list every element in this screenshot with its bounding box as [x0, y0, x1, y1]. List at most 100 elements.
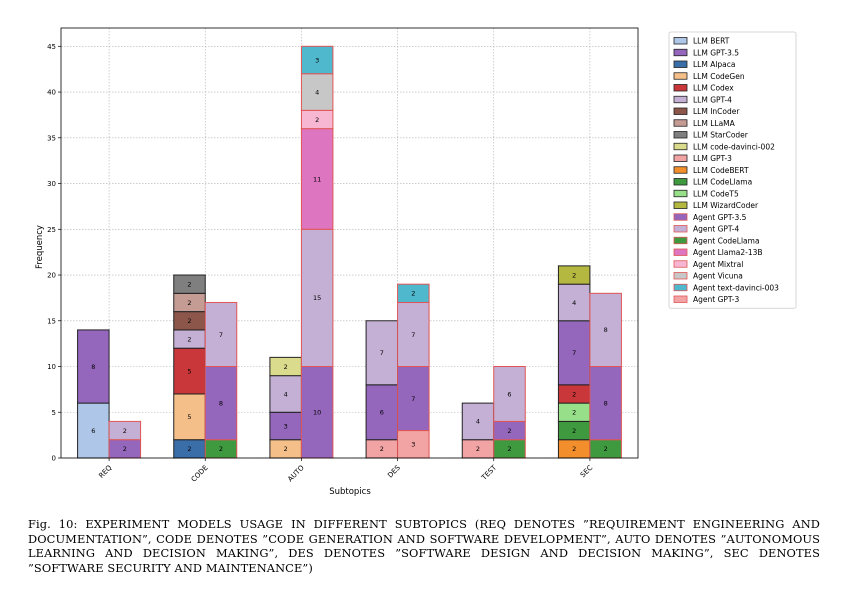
y-axis-label: Frequency	[35, 225, 45, 269]
legend-swatch	[673, 260, 688, 268]
bar-segment-label: 2	[187, 299, 191, 307]
y-tick-label: 10	[47, 363, 56, 371]
bar-segment-label: 15	[313, 294, 321, 302]
legend-swatch	[673, 107, 688, 115]
bar-segment-label: 6	[380, 409, 384, 417]
x-tick-label: DES	[386, 463, 402, 479]
bar-segment-label: 7	[572, 349, 576, 357]
figure-caption: Fig. 10: EXPERIMENT MODELS USAGE IN DIFF…	[28, 517, 820, 575]
legend-entry: Agent text-davinci-003	[693, 283, 779, 292]
stacked-bar-chart: 6825522222342267242222742222871015112433…	[35, 27, 797, 497]
bar-segment	[589, 292, 622, 368]
bar-segment-label: 2	[123, 427, 127, 435]
bar-segment-label: 2	[572, 409, 576, 417]
legend-swatch	[673, 142, 688, 151]
bar-segment	[269, 375, 302, 413]
y-tick-label: 40	[47, 89, 56, 97]
bars: 6 8 2 5 5 2 2 2 2 2 3 4 2 2 6 7 2 4 2 2 2 2 7 4 2 2 2 2 8 7 10 15 11 2 4 3 3…	[77, 45, 622, 459]
bar-segment-label: 2	[187, 445, 191, 453]
legend: LLM BERT LLM GPT-3.5 LLM Alpaca LLM CodeGen…	[668, 31, 797, 309]
bar-segment-label: 2	[380, 445, 384, 453]
plot-frame	[60, 27, 639, 459]
legend-swatch	[673, 131, 688, 139]
bar-segment	[397, 366, 430, 432]
y-tick-label: 5	[52, 409, 56, 417]
bar-segment-label: 10	[313, 409, 321, 417]
axes	[60, 27, 639, 459]
legend-swatch	[673, 72, 688, 80]
legend-entry: LLM GPT-3.5	[693, 48, 739, 57]
bar-segment-label: 2	[476, 445, 480, 453]
x-tick-label: TEST	[479, 463, 498, 482]
bar-segment-label: 2	[411, 290, 415, 298]
legend-swatch	[673, 283, 688, 292]
bar-segment-label: 5	[187, 413, 191, 421]
bar-segment-label: 3	[411, 441, 415, 449]
bar-segment	[173, 393, 206, 441]
legend-swatch	[673, 37, 688, 45]
legend-entry: LLM GPT-3	[693, 154, 732, 163]
bar-segment-label: 7	[411, 331, 415, 339]
legend-swatch	[673, 48, 688, 57]
bar-segment	[589, 366, 622, 441]
legend-swatch	[673, 166, 688, 174]
bar-segment-label: 2	[284, 363, 288, 371]
legend-entry: LLM code-davinci-002	[693, 142, 775, 151]
legend-entry: LLM Alpaca	[693, 60, 736, 69]
legend-swatch	[673, 154, 688, 162]
bar-segment-label: 6	[507, 390, 511, 398]
legend-entry: Agent Vicuna	[693, 272, 743, 281]
bar-segment-label: 2	[187, 317, 191, 325]
bar-segment-label: 4	[284, 390, 288, 398]
x-tick-label: REQ	[97, 463, 113, 479]
y-tick-label: 45	[47, 43, 56, 51]
bar-segment-label: 6	[91, 427, 95, 435]
bar-segment	[557, 265, 591, 285]
bar-segment	[173, 347, 206, 395]
bar-segment-label: 3	[284, 422, 288, 430]
grid-lines	[61, 28, 638, 459]
legend-entry: LLM BERT	[693, 37, 730, 46]
legend-swatch	[673, 60, 688, 68]
legend-entry: LLM WizardCoder	[693, 201, 759, 210]
bar-segment	[77, 402, 110, 459]
bar-segment-label: 4	[572, 299, 576, 307]
legend-entry: LLM CodeT5	[693, 189, 739, 198]
bar-segment-label: 7	[380, 349, 384, 357]
bar-segment-label: 8	[604, 399, 608, 407]
bar-segment-label: 3	[315, 56, 319, 64]
bar-segment	[461, 402, 495, 441]
legend-swatch	[673, 178, 688, 186]
x-tick-label: AUTO	[286, 463, 306, 483]
x-axis-label: Subtopics	[329, 487, 371, 497]
legend-entry: Agent Llama2-13B	[693, 248, 763, 257]
x-tick-label: SEC	[579, 464, 594, 479]
legend-swatch	[673, 295, 688, 303]
legend-entry: Agent GPT-3.5	[693, 213, 747, 222]
legend-entry: LLM Codex	[693, 84, 734, 93]
bar-segment	[173, 274, 206, 294]
bar-segment-label: 8	[91, 363, 95, 371]
legend-entry: LLM CodeLlama	[693, 178, 752, 187]
bar-segment-label: 2	[507, 445, 511, 453]
legend-entry: LLM StarCoder	[693, 131, 749, 140]
bar-segment-label: 11	[313, 175, 321, 183]
bar-segment-label: 8	[604, 326, 608, 334]
bar-segment-label: 4	[476, 418, 480, 426]
legend-swatch	[673, 119, 688, 127]
legend-entry: LLM InCoder	[693, 107, 740, 116]
y-tick-label: 30	[47, 180, 56, 188]
bar-segment	[300, 73, 334, 111]
legend-swatch	[673, 189, 688, 198]
legend-swatch	[673, 213, 688, 221]
legend-swatch	[673, 225, 688, 233]
bar-segment-label: 2	[315, 116, 319, 124]
bar-segment-label: 2	[187, 280, 191, 288]
legend-entry: LLM CodeGen	[693, 72, 745, 81]
x-tick-label: CODE	[190, 464, 210, 484]
legend-swatch	[673, 272, 688, 280]
bar-segment-label: 2	[123, 445, 127, 453]
bar-segment-label: 2	[187, 335, 191, 343]
bar-segment-label: 7	[411, 395, 415, 403]
y-tick-label: 0	[52, 455, 56, 463]
